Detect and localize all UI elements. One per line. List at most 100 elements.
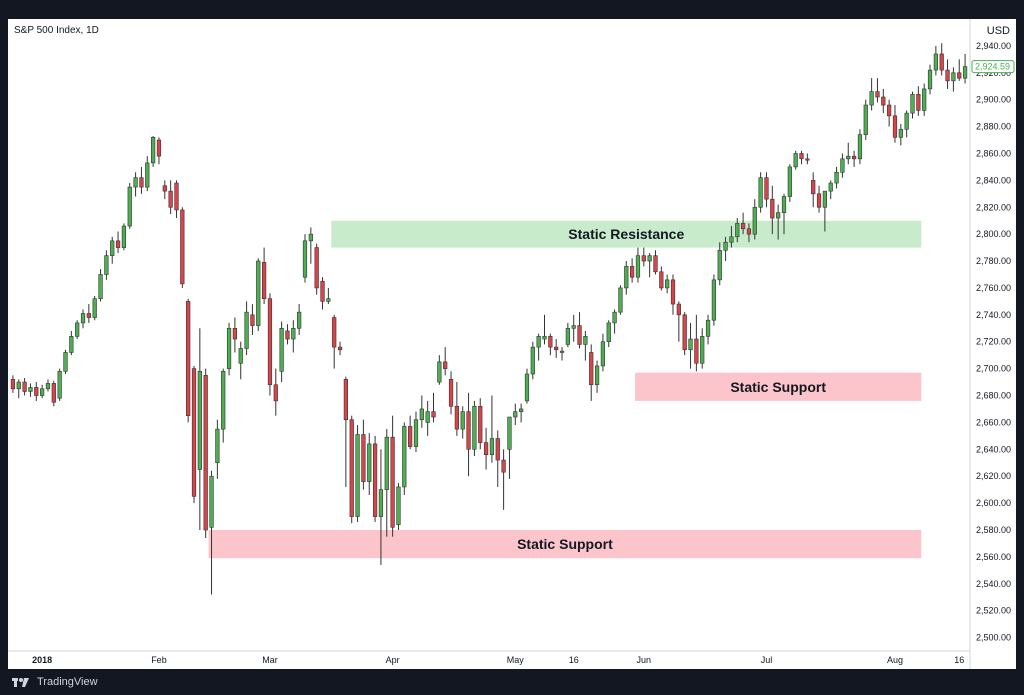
candle-body bbox=[875, 91, 880, 98]
price-tick-label: 2,500.00 bbox=[976, 633, 1011, 643]
candle bbox=[489, 395, 495, 463]
candle bbox=[676, 301, 681, 342]
zone-support-1 bbox=[635, 372, 922, 401]
candle-body bbox=[28, 387, 33, 392]
chart-frame: Static Resistance Static Support Static Su… bbox=[8, 19, 1016, 669]
candle bbox=[630, 258, 635, 283]
candle-body bbox=[40, 388, 45, 396]
candle-body bbox=[63, 352, 68, 372]
candle-body bbox=[729, 236, 734, 243]
candle bbox=[156, 137, 162, 165]
price-tick-label: 2,900.00 bbox=[976, 95, 1011, 105]
candle bbox=[542, 314, 547, 345]
candle-body bbox=[273, 384, 278, 402]
candle-body bbox=[676, 303, 681, 316]
candle bbox=[51, 380, 56, 407]
candle bbox=[513, 403, 518, 426]
candle bbox=[922, 83, 927, 116]
candle bbox=[250, 304, 255, 335]
candle bbox=[571, 314, 576, 342]
time-tick-label: 16 bbox=[954, 655, 964, 665]
candle-body bbox=[45, 383, 51, 390]
candle bbox=[799, 150, 804, 165]
candle-body bbox=[635, 255, 641, 278]
candle-body bbox=[630, 266, 635, 278]
candle-body bbox=[267, 298, 273, 386]
candle bbox=[828, 180, 833, 200]
candle bbox=[910, 91, 915, 119]
price-axis-bg bbox=[970, 19, 1016, 669]
candlestick-chart[interactable]: Static Resistance Static Support Static Su… bbox=[8, 19, 1016, 669]
zone-label-2: Static Support bbox=[517, 536, 613, 552]
candle bbox=[863, 99, 868, 141]
zone-labels-layer: Static Resistance Static Support Static Su… bbox=[517, 226, 826, 552]
candle bbox=[57, 368, 62, 401]
candle-body bbox=[711, 279, 717, 321]
candle-body bbox=[232, 327, 238, 340]
candle bbox=[647, 252, 652, 278]
candle-body bbox=[887, 104, 892, 117]
candle bbox=[746, 223, 752, 243]
candle bbox=[559, 347, 565, 361]
candle bbox=[191, 365, 197, 504]
price-tick-label: 2,540.00 bbox=[976, 579, 1011, 589]
tradingview-logo-icon[interactable] bbox=[12, 676, 32, 688]
candle-body bbox=[151, 137, 156, 164]
candle-body bbox=[752, 206, 757, 235]
candle-body bbox=[910, 94, 915, 114]
candle bbox=[933, 45, 938, 76]
price-tick-label: 2,820.00 bbox=[976, 202, 1011, 212]
candle-body bbox=[927, 69, 933, 90]
candle bbox=[758, 172, 763, 213]
candle bbox=[752, 199, 757, 240]
candle-body bbox=[746, 228, 752, 235]
candle bbox=[565, 322, 570, 348]
candle-body bbox=[577, 325, 582, 345]
candle-body bbox=[933, 53, 938, 71]
candle bbox=[343, 376, 348, 487]
candle bbox=[232, 317, 238, 353]
candle-body bbox=[372, 443, 378, 517]
price-tick-label: 2,780.00 bbox=[976, 256, 1011, 266]
price-tick-label: 2,520.00 bbox=[976, 606, 1011, 616]
candle-body bbox=[203, 375, 208, 531]
candle bbox=[378, 449, 384, 565]
candle-body bbox=[548, 336, 553, 348]
candle bbox=[226, 322, 232, 376]
candle-body bbox=[665, 279, 670, 289]
candle-body bbox=[898, 128, 903, 138]
candle bbox=[121, 223, 127, 251]
candle bbox=[805, 153, 810, 165]
brand-label: TradingView bbox=[37, 676, 98, 688]
candle bbox=[267, 293, 273, 396]
candle bbox=[653, 250, 658, 275]
candle bbox=[408, 415, 413, 450]
candle bbox=[723, 236, 728, 262]
candle bbox=[851, 150, 857, 167]
candle-body bbox=[244, 311, 249, 349]
candle bbox=[951, 67, 956, 92]
candle bbox=[916, 86, 921, 116]
candle-body bbox=[559, 350, 565, 353]
candle-body bbox=[805, 158, 810, 161]
candle bbox=[927, 64, 933, 95]
candle-body bbox=[787, 166, 792, 197]
candle-body bbox=[343, 379, 348, 421]
candle bbox=[688, 322, 693, 369]
candle-body bbox=[688, 338, 693, 351]
candle bbox=[460, 406, 465, 439]
symbol-label: S&P 500 Index, 1D bbox=[14, 25, 99, 36]
zone-label-1: Static Support bbox=[730, 379, 826, 395]
candle bbox=[221, 368, 226, 443]
candle bbox=[40, 384, 45, 399]
candle bbox=[764, 172, 769, 208]
candle-body bbox=[717, 249, 722, 281]
candle-body bbox=[600, 341, 606, 367]
candle-body bbox=[892, 115, 898, 138]
candle bbox=[355, 425, 360, 522]
candle bbox=[302, 234, 308, 283]
candle bbox=[793, 150, 798, 170]
candle-body bbox=[402, 426, 407, 488]
candle-body bbox=[466, 411, 471, 450]
candle bbox=[524, 368, 530, 404]
